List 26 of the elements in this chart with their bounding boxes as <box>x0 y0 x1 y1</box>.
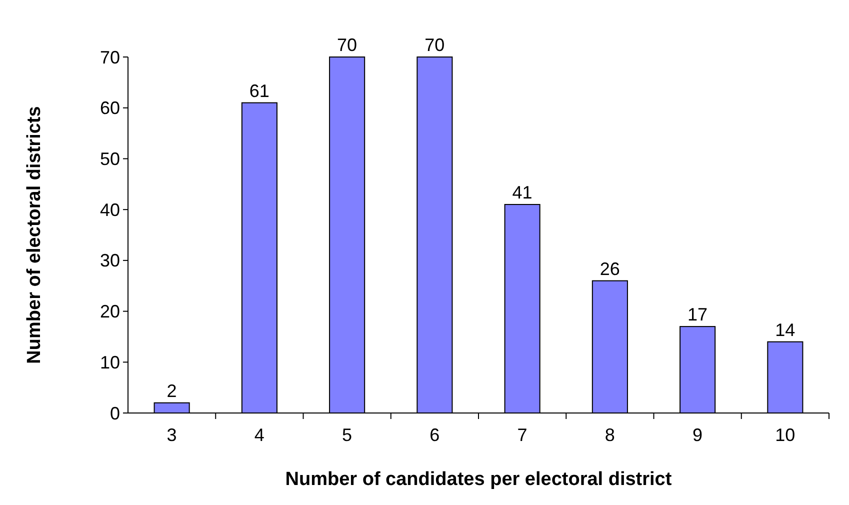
y-axis-title: Number of electoral districts <box>24 106 45 364</box>
y-tick-label: 0 <box>110 403 120 424</box>
x-axis-title: Number of candidates per electoral district <box>285 469 672 490</box>
x-tick-label: 7 <box>517 425 528 445</box>
x-tick-label: 4 <box>254 425 264 445</box>
data-label: 17 <box>688 304 708 325</box>
y-tick-label: 10 <box>100 352 120 372</box>
data-label: 2 <box>166 380 177 401</box>
y-tick-label: 20 <box>100 302 120 322</box>
x-tick-label: 6 <box>430 425 440 445</box>
data-label: 70 <box>424 35 445 55</box>
y-tick-label: 30 <box>100 250 120 271</box>
x-tick-label: 5 <box>342 425 352 445</box>
y-tick-label: 40 <box>100 200 120 220</box>
x-tick-label: 9 <box>692 425 703 445</box>
y-tick-label: 70 <box>100 47 120 68</box>
y-tick-label: 50 <box>100 149 120 170</box>
data-label: 14 <box>775 320 796 340</box>
data-label: 41 <box>512 182 532 202</box>
x-tick-label: 10 <box>775 425 796 445</box>
x-tick-label: 8 <box>604 425 615 445</box>
data-label: 70 <box>337 35 358 55</box>
data-label: 61 <box>249 80 270 101</box>
data-label: 26 <box>600 258 620 279</box>
x-tick-label: 3 <box>166 425 177 445</box>
y-tick-label: 60 <box>100 98 120 118</box>
